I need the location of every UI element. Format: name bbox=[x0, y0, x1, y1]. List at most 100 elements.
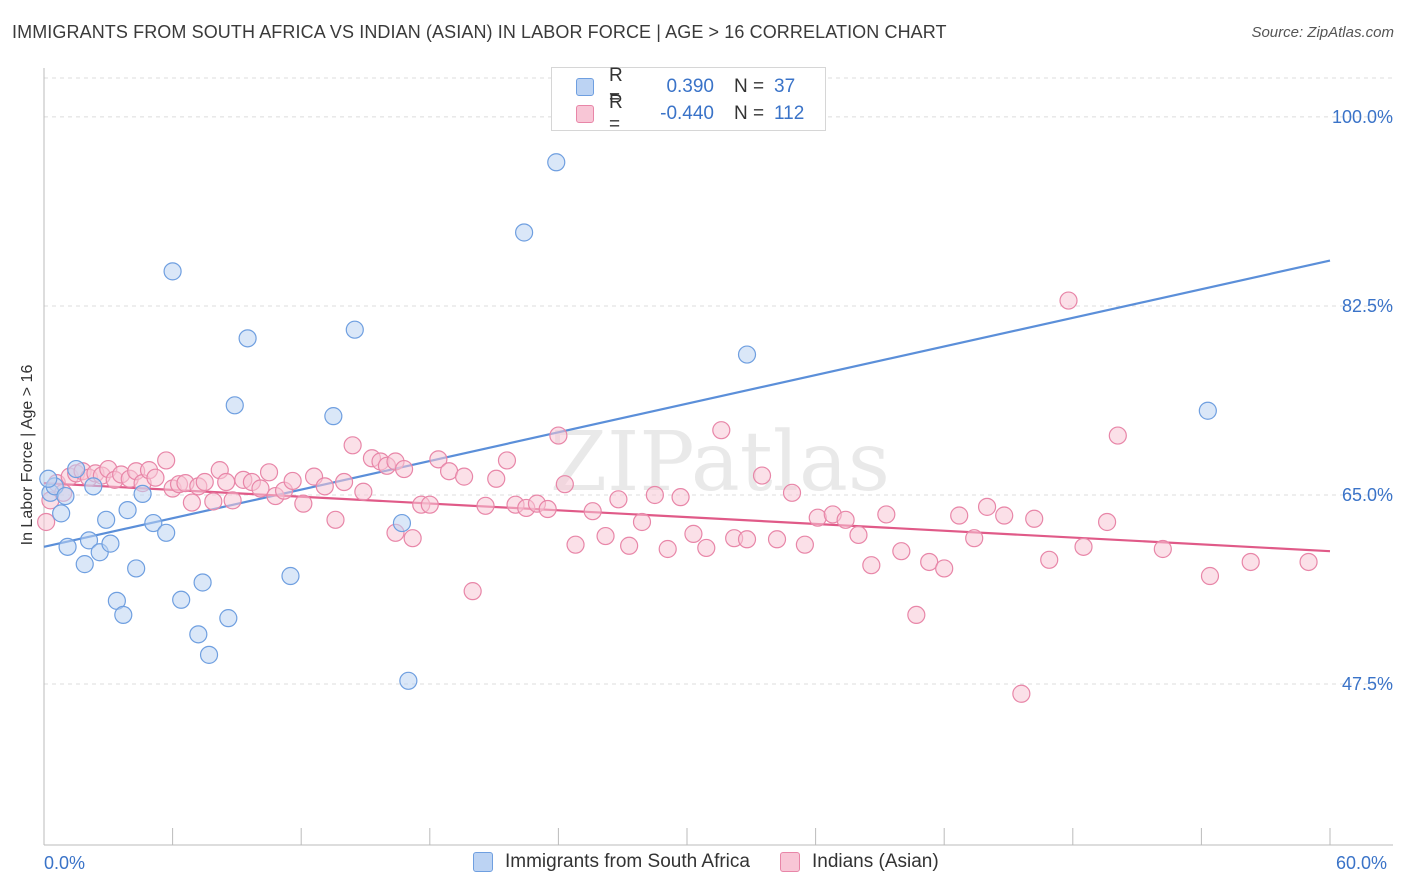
legend-r-value: -0.440 bbox=[660, 103, 714, 124]
point-south-africa bbox=[737, 345, 757, 364]
point-indian bbox=[334, 472, 354, 492]
point-south-africa bbox=[39, 469, 58, 488]
legend-row-indians: R = -0.440 N = 112 bbox=[576, 92, 805, 135]
legend-swatch-pink bbox=[576, 105, 594, 123]
point-indian bbox=[476, 496, 495, 515]
point-indian bbox=[1153, 539, 1172, 559]
point-indian bbox=[487, 469, 506, 488]
legend-row-south-africa: R = 0.390 N = 37 bbox=[576, 65, 796, 108]
y-tick-labels: 100.0% 82.5% 65.0% 47.5% bbox=[1332, 107, 1393, 694]
legend-item-indians[interactable]: Indians (Asian) bbox=[779, 851, 939, 873]
legend-swatch-blue bbox=[473, 852, 493, 872]
point-south-africa bbox=[225, 396, 244, 415]
point-indian bbox=[182, 493, 201, 512]
point-indian bbox=[1059, 291, 1078, 310]
legend-swatch-pink bbox=[779, 852, 800, 872]
legend-swatch-blue bbox=[576, 78, 594, 96]
correlation-legend: R = 0.390 N = 37 R = -0.440 N = 112 bbox=[551, 65, 826, 135]
y-tick-label: 100.0% bbox=[1332, 107, 1393, 127]
point-indian bbox=[1097, 512, 1117, 532]
point-indian bbox=[497, 451, 517, 470]
point-indian bbox=[157, 451, 176, 470]
point-indian bbox=[251, 479, 270, 498]
point-south-africa bbox=[172, 590, 191, 609]
point-south-africa bbox=[1198, 401, 1217, 420]
trend-line-south-africa bbox=[43, 259, 1331, 548]
point-indian bbox=[1012, 684, 1031, 703]
point-indian bbox=[315, 477, 334, 496]
point-south-africa bbox=[58, 537, 77, 556]
legend-n-value: 37 bbox=[774, 76, 796, 97]
point-south-africa bbox=[189, 625, 208, 644]
point-south-africa bbox=[114, 605, 133, 625]
point-indian bbox=[1108, 426, 1127, 445]
point-south-africa bbox=[199, 645, 219, 664]
x-tick-label-max: 60.0% bbox=[1336, 853, 1388, 873]
point-south-africa bbox=[144, 513, 163, 533]
point-indian bbox=[782, 483, 802, 502]
point-south-africa bbox=[127, 559, 146, 578]
point-indian bbox=[935, 559, 954, 578]
point-south-africa bbox=[157, 523, 176, 542]
point-indian bbox=[752, 466, 772, 485]
point-indian bbox=[403, 529, 422, 548]
point-indian bbox=[1074, 537, 1093, 556]
legend-n-label: N = bbox=[734, 103, 765, 124]
legend-label: Immigrants from South Africa bbox=[505, 851, 750, 872]
point-south-africa bbox=[238, 329, 257, 348]
point-south-africa bbox=[193, 573, 212, 592]
point-indian bbox=[645, 485, 664, 505]
point-south-africa bbox=[84, 477, 103, 496]
point-indian bbox=[283, 471, 302, 491]
point-indian bbox=[420, 495, 439, 514]
point-south-africa bbox=[52, 504, 71, 523]
point-indian bbox=[737, 530, 757, 549]
point-south-africa bbox=[515, 223, 534, 242]
point-indian bbox=[259, 463, 279, 482]
point-indian bbox=[555, 475, 574, 494]
point-indian bbox=[204, 492, 223, 511]
point-indian bbox=[808, 508, 827, 527]
point-south-africa bbox=[547, 153, 566, 172]
y-tick-label: 47.5% bbox=[1342, 674, 1393, 694]
point-indian bbox=[965, 529, 984, 548]
source-label: Source: ZipAtlas.com bbox=[1251, 24, 1394, 41]
point-indian bbox=[538, 499, 557, 519]
point-indian bbox=[394, 459, 414, 479]
point-indian bbox=[697, 538, 716, 558]
axes bbox=[43, 68, 1393, 846]
point-indian bbox=[195, 472, 214, 492]
point-indian bbox=[549, 426, 568, 445]
point-south-africa bbox=[392, 513, 412, 533]
point-south-africa bbox=[163, 262, 182, 281]
point-south-africa bbox=[67, 459, 86, 479]
point-indian bbox=[795, 535, 814, 554]
point-indian bbox=[712, 421, 731, 440]
legend-r-label: R = bbox=[609, 65, 623, 108]
chart-title: IMMIGRANTS FROM SOUTH AFRICA VS INDIAN (… bbox=[12, 22, 947, 42]
x-tick-label-min: 0.0% bbox=[44, 853, 86, 873]
point-south-africa bbox=[97, 510, 116, 529]
point-indian bbox=[907, 605, 926, 625]
point-indian bbox=[223, 491, 242, 510]
point-indian bbox=[684, 524, 703, 543]
point-indian bbox=[836, 510, 855, 529]
legend-n-value: 112 bbox=[774, 103, 805, 124]
point-indian bbox=[632, 512, 652, 532]
point-indian bbox=[877, 505, 896, 524]
legend-item-south-africa[interactable]: Immigrants from South Africa bbox=[473, 851, 750, 873]
point-south-africa bbox=[133, 484, 152, 504]
y-tick-label: 82.5% bbox=[1342, 296, 1393, 316]
point-south-africa bbox=[399, 671, 418, 690]
point-indian bbox=[566, 535, 585, 554]
point-indian bbox=[849, 525, 868, 545]
point-indian bbox=[1299, 552, 1318, 572]
point-indian bbox=[620, 536, 639, 555]
point-south-africa bbox=[118, 501, 137, 520]
point-indian bbox=[343, 436, 362, 455]
point-indian bbox=[995, 506, 1014, 525]
point-south-africa bbox=[56, 486, 75, 506]
point-indian bbox=[920, 552, 939, 572]
legend-n-label: N = bbox=[734, 76, 765, 97]
